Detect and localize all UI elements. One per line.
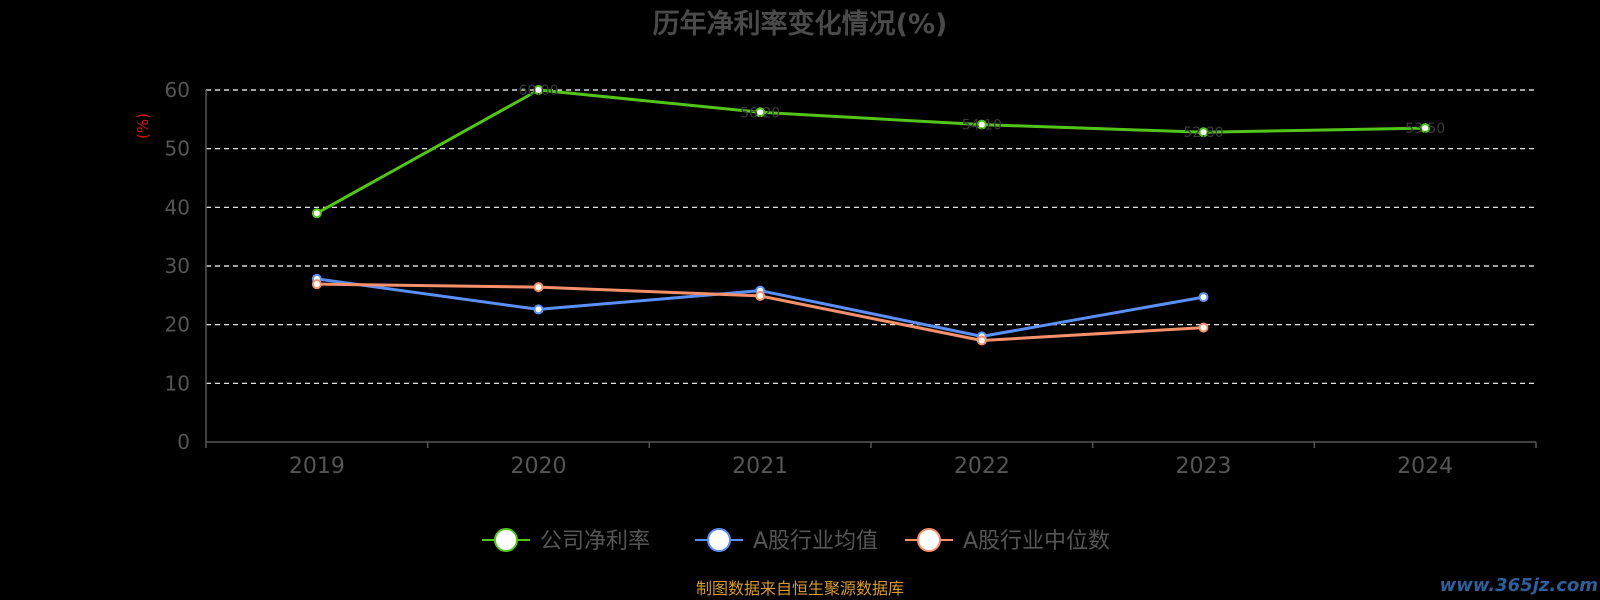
legend-item-0[interactable]: 公司净利率 bbox=[482, 528, 650, 554]
data-point[interactable] bbox=[1198, 322, 1209, 333]
legend-label: 公司净利率 bbox=[540, 529, 650, 554]
x-tick-label: 2021 bbox=[732, 454, 788, 479]
legend-item-1[interactable]: A股行业均值 bbox=[695, 528, 878, 554]
data-point[interactable] bbox=[1198, 292, 1209, 303]
series-0 bbox=[311, 85, 1431, 219]
legend-marker-icon bbox=[707, 528, 731, 552]
y-tick-label: 50 bbox=[165, 137, 190, 161]
axes: 0 10 20 30 40 50 60 2019 2020 2021 2022 2023 2024 bbox=[165, 78, 1537, 479]
y-tick-label: 60 bbox=[165, 78, 190, 102]
data-source-note: 制图数据来自恒生聚源数据库 bbox=[696, 579, 904, 598]
legend-marker-icon bbox=[917, 528, 941, 552]
y-tick-label: 30 bbox=[165, 254, 190, 278]
series-lines: 60.00 56.20 54.10 52.80 53.50 bbox=[311, 83, 1445, 346]
legend[interactable]: 公司净利率 A股行业均值 A股行业中位数 bbox=[482, 528, 1110, 554]
data-point[interactable] bbox=[533, 304, 544, 315]
grid-lines bbox=[206, 89, 1536, 384]
data-label: 54.10 bbox=[962, 118, 1002, 134]
data-point[interactable] bbox=[755, 290, 766, 301]
watermark: www.365jz.com bbox=[1440, 575, 1598, 596]
data-label: 60.00 bbox=[518, 83, 558, 99]
data-point[interactable] bbox=[311, 208, 322, 219]
data-label: 53.50 bbox=[1405, 121, 1445, 137]
legend-label: A股行业中位数 bbox=[963, 529, 1110, 554]
data-point[interactable] bbox=[1198, 127, 1209, 138]
series-2 bbox=[311, 279, 1209, 346]
y-tick-label: 40 bbox=[165, 195, 190, 219]
legend-marker-icon bbox=[494, 528, 518, 552]
legend-label: A股行业均值 bbox=[753, 529, 878, 554]
y-tick-label: 10 bbox=[165, 371, 190, 395]
x-tick-label: 2019 bbox=[289, 454, 345, 479]
x-tick-label: 2024 bbox=[1397, 454, 1453, 479]
data-point[interactable] bbox=[533, 85, 544, 95]
x-tick-label: 2022 bbox=[954, 454, 1010, 479]
data-label: 56.20 bbox=[740, 105, 780, 121]
data-label: 52.80 bbox=[1183, 125, 1223, 141]
data-point[interactable] bbox=[1420, 123, 1431, 134]
x-tick-label: 2023 bbox=[1176, 454, 1232, 479]
data-point[interactable] bbox=[755, 107, 766, 118]
y-axis-label: (%) bbox=[134, 113, 152, 139]
chart-title: 历年净利率变化情况(%) bbox=[653, 8, 948, 40]
data-point[interactable] bbox=[533, 282, 544, 293]
data-point[interactable] bbox=[976, 119, 987, 130]
series-line bbox=[316, 88, 1426, 215]
x-tick-label: 2020 bbox=[511, 454, 567, 479]
y-tick-label: 0 bbox=[177, 430, 190, 454]
data-point[interactable] bbox=[311, 279, 322, 290]
legend-item-2[interactable]: A股行业中位数 bbox=[905, 528, 1110, 554]
data-point[interactable] bbox=[976, 335, 987, 346]
y-tick-label: 20 bbox=[165, 313, 190, 337]
